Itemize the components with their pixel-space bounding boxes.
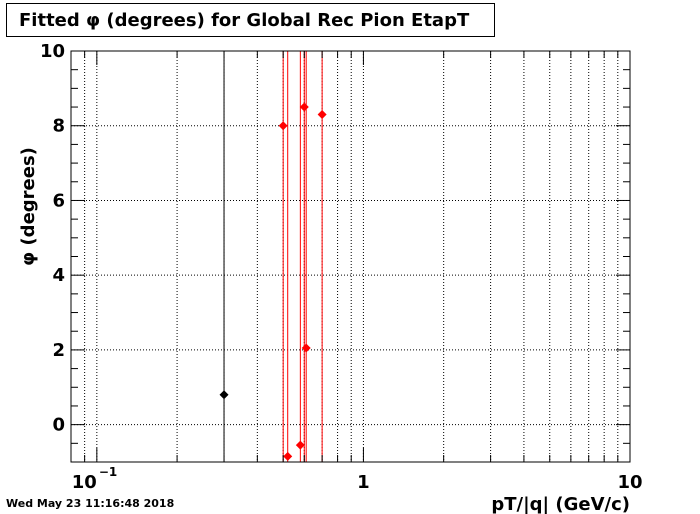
y-tick-label: 4 [52, 265, 65, 286]
y-tick-label: 8 [52, 116, 65, 137]
timestamp: Wed May 23 11:16:48 2018 [6, 497, 175, 510]
data-point [317, 110, 327, 120]
data-point [295, 440, 305, 450]
data-point [278, 121, 288, 131]
y-tick-label: 0 [52, 415, 65, 436]
error-bars [223, 51, 323, 462]
x-axis-title: pT/|q| (GeV/c) [491, 494, 630, 514]
chart-title-text: Fitted φ (degrees) for Global Rec Pion E… [19, 9, 470, 31]
data-point [299, 102, 309, 112]
plot-frame [70, 50, 631, 463]
data-point [219, 390, 229, 400]
y-tick-label: 10 [40, 41, 65, 62]
data-points [219, 102, 327, 461]
y-tick-label: 6 [52, 190, 65, 211]
chart-title: Fitted φ (degrees) for Global Rec Pion E… [6, 3, 495, 37]
y-axis-title: φ (degrees) [18, 147, 39, 266]
data-point [283, 451, 293, 461]
data-point [301, 343, 311, 353]
x-tick-exponent: −1 [99, 465, 117, 479]
x-tick-label: 1 [357, 472, 370, 493]
y-tick-label: 2 [52, 340, 65, 361]
axis-ticks [70, 50, 631, 462]
x-tick-label: 10 [617, 472, 642, 493]
grid-lines [70, 50, 631, 462]
x-tick-label: 10 [72, 472, 97, 493]
